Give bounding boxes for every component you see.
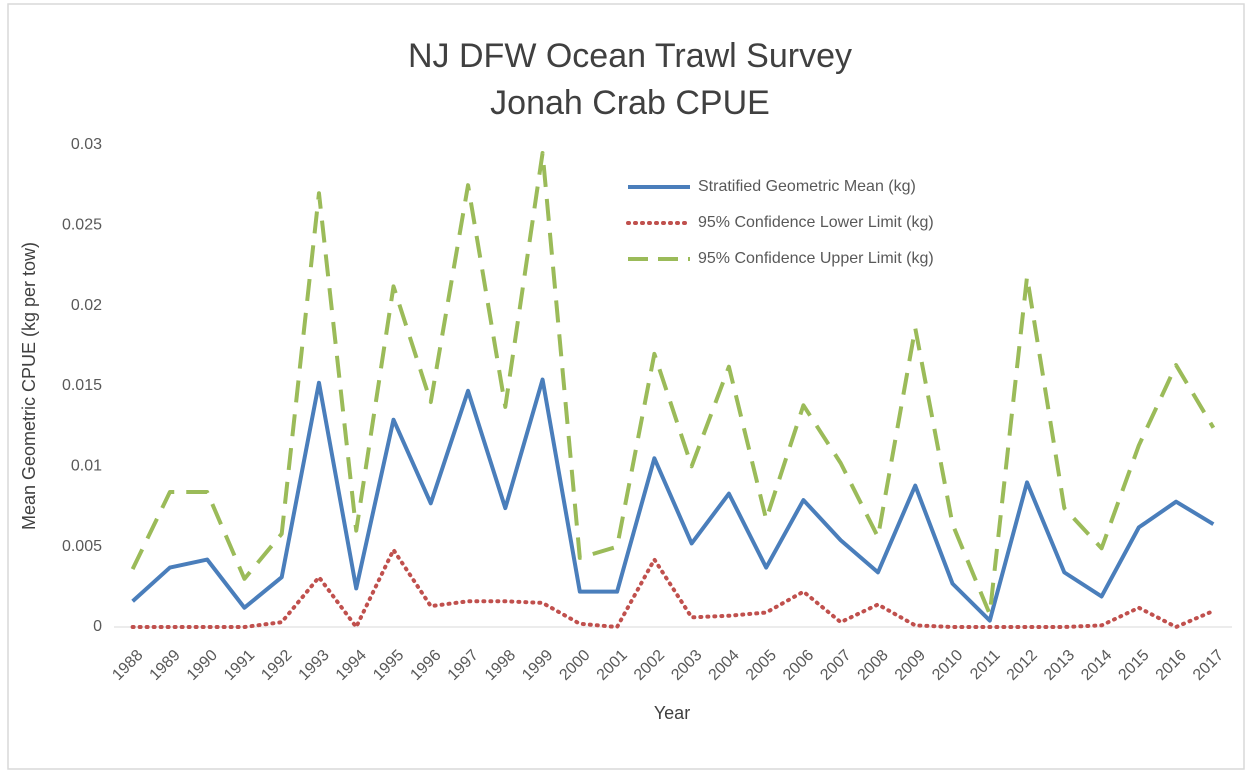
y-tick-label: 0.01 (71, 458, 102, 475)
line-series (131, 377, 1215, 623)
y-tick-label: 0.015 (62, 377, 102, 394)
y-axis-title: Mean Geometric CPUE (kg per tow) (19, 242, 39, 530)
line-series (130, 151, 1216, 617)
chart-title: NJ DFW Ocean Trawl Survey (408, 37, 852, 75)
y-tick-label: 0.005 (62, 538, 102, 555)
chart-frame (7, 3, 1245, 770)
y-tick-label: 0.02 (71, 297, 102, 314)
legend-label: 95% Confidence Lower Limit (kg) (698, 214, 934, 231)
x-axis-title: Year (654, 703, 690, 723)
y-tick-label: 0.025 (62, 217, 102, 234)
y-tick-label: 0.03 (71, 136, 102, 153)
chart-title: Jonah Crab CPUE (490, 84, 770, 122)
y-tick-label: 0 (93, 618, 102, 635)
legend-label: 95% Confidence Upper Limit (kg) (698, 250, 934, 267)
line-series (130, 547, 1216, 629)
legend-label: Stratified Geometric Mean (kg) (698, 178, 916, 195)
